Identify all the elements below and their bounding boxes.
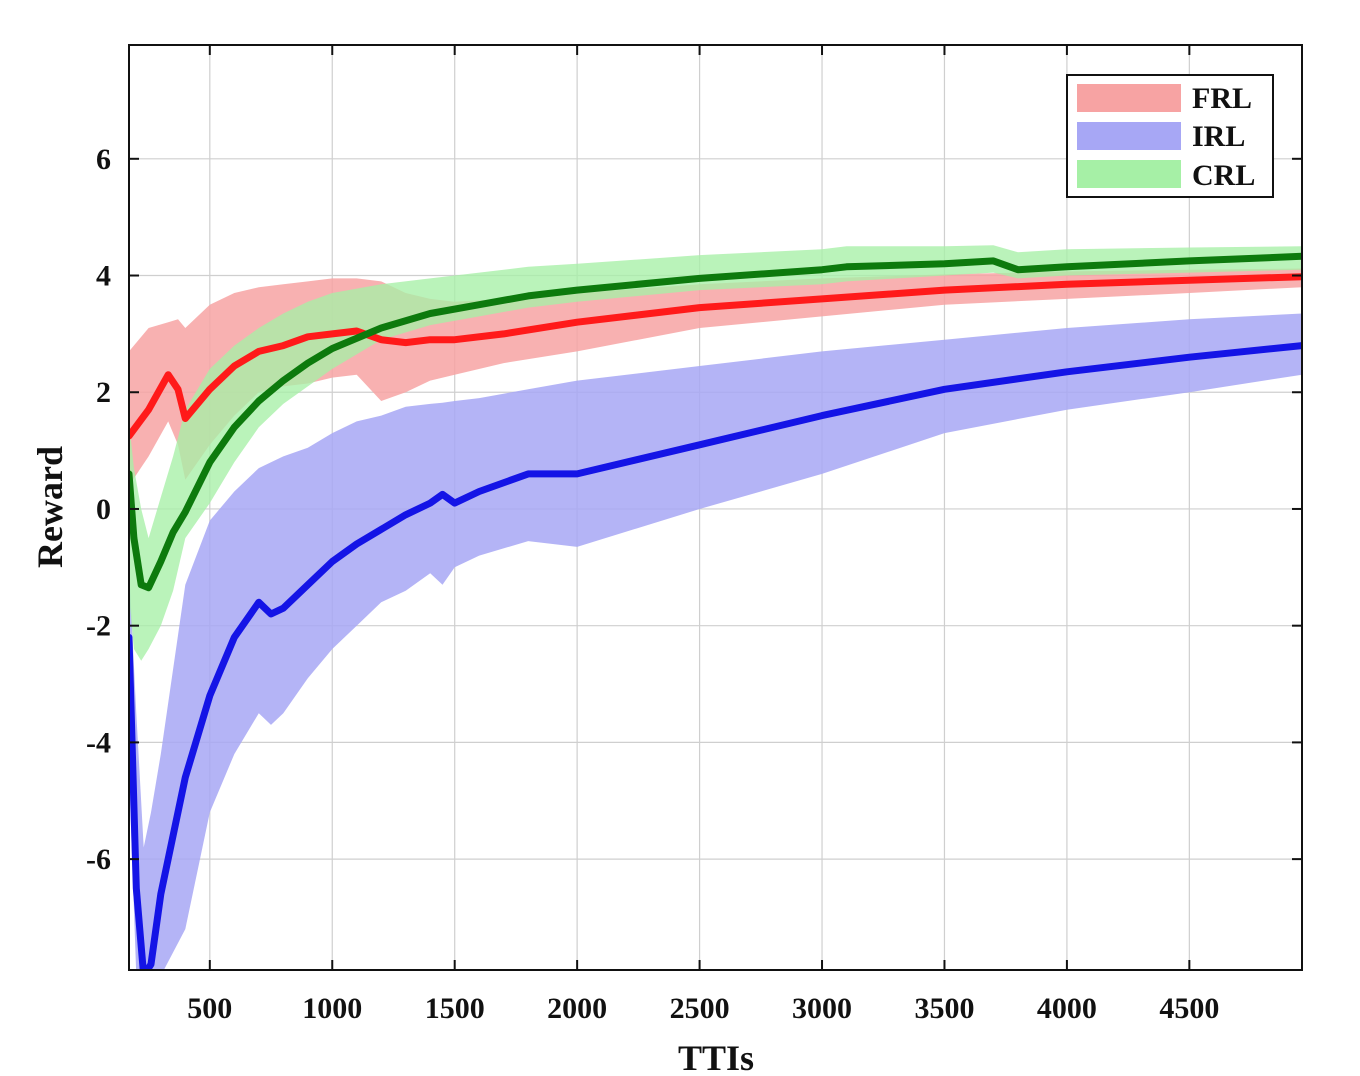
x-tick-label: 2500 <box>670 992 730 1025</box>
y-tick-label: 0 <box>96 493 111 526</box>
x-tick-label: 3500 <box>914 992 974 1025</box>
series-lines <box>129 252 1302 970</box>
y-tick-label: 2 <box>96 376 111 409</box>
x-tick-label: 4000 <box>1037 992 1097 1025</box>
axis-ticks: 500 1000 1500 2000 2500 3000 3500 4000 4500 -6 -4 -… <box>86 45 1302 1025</box>
x-tick-label: 4500 <box>1159 992 1219 1025</box>
y-tick-label: 4 <box>96 260 111 293</box>
x-tick-label: 1500 <box>425 992 485 1025</box>
legend-label-frl: FRL <box>1192 82 1252 115</box>
line-irl <box>129 342 1302 970</box>
legend-label-irl: IRL <box>1192 120 1245 153</box>
x-tick-label: 3000 <box>792 992 852 1025</box>
confidence-bands <box>129 245 1302 970</box>
legend-swatch-irl <box>1077 122 1181 150</box>
legend-swatch-crl <box>1077 160 1181 188</box>
y-tick-label: -6 <box>86 843 111 876</box>
plot-frame <box>128 44 1303 971</box>
y-axis-title: Reward <box>30 446 70 568</box>
legend-swatch-frl <box>1077 84 1181 112</box>
legend-label-crl: CRL <box>1192 159 1255 192</box>
band-irl <box>129 313 1302 970</box>
x-axis-title: TTIs <box>678 1038 754 1076</box>
line-crl <box>129 252 1302 592</box>
y-tick-label: -4 <box>86 726 111 759</box>
legend: FRL IRL CRL <box>1066 74 1274 198</box>
x-tick-label: 1000 <box>302 992 362 1025</box>
y-tick-label: 6 <box>96 143 111 176</box>
x-tick-label: 2000 <box>547 992 607 1025</box>
y-tick-label: -2 <box>86 610 111 643</box>
x-tick-label: 500 <box>187 992 232 1025</box>
